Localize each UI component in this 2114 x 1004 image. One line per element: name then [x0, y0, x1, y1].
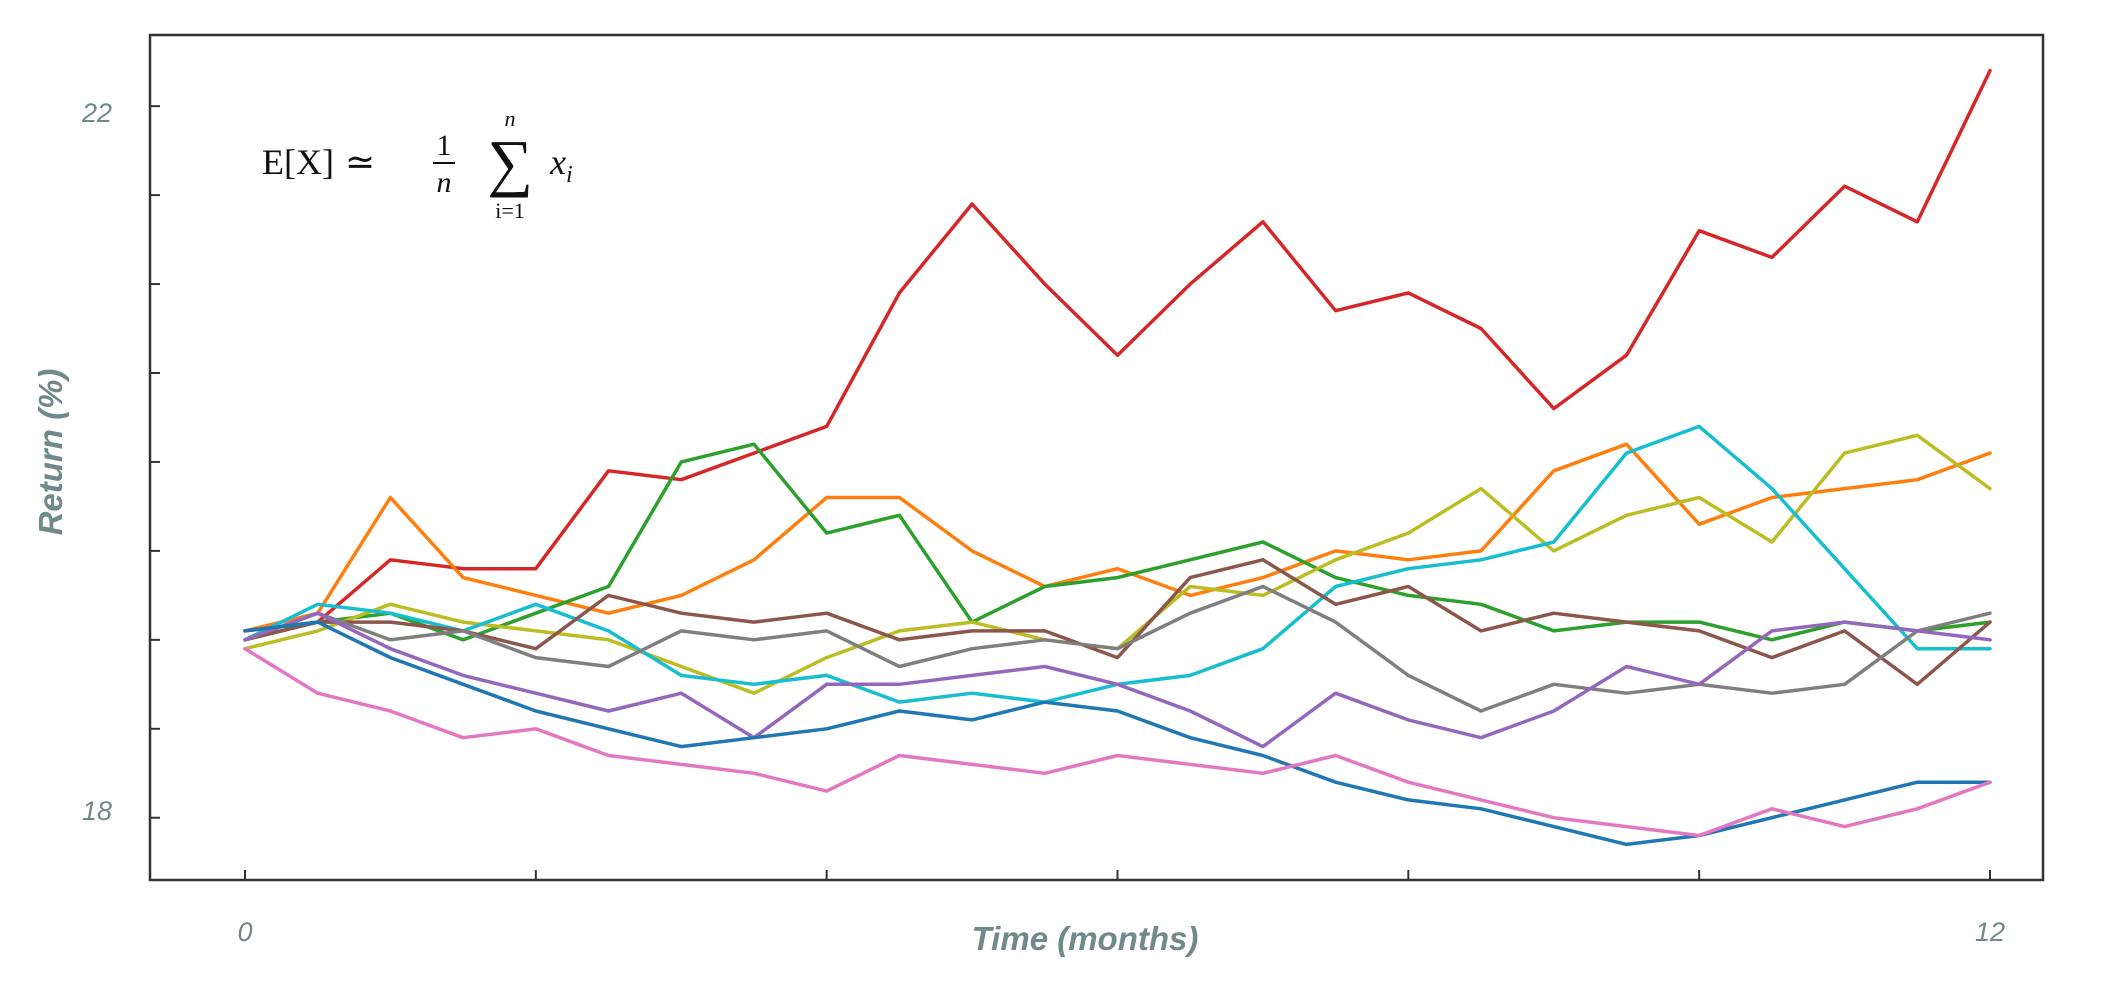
x-axis-title: Time (months)	[972, 920, 1199, 957]
formula-annotation: E[X] ≃ 1 n n ∑ i=1 xi	[262, 106, 573, 223]
y-tick-label-18: 18	[82, 796, 112, 826]
formula-frac-den: n	[437, 166, 452, 199]
series-line-pink	[243, 646, 1992, 838]
series-line-orange	[243, 442, 1992, 633]
x-tick-label-12: 12	[1975, 917, 2005, 947]
formula-sum-upper: n	[505, 106, 516, 131]
series-line-red	[243, 68, 1992, 633]
series-lines	[243, 68, 1992, 847]
axes	[150, 105, 1991, 880]
formula-sum-symbol: ∑	[487, 127, 533, 198]
x-tick-label-0: 0	[237, 917, 252, 947]
plot-area	[148, 33, 2045, 882]
formula-lhs: E[X]	[262, 142, 334, 182]
formula-term: xi	[549, 142, 573, 188]
formula-approx: ≃	[345, 142, 375, 182]
series-line-green	[243, 442, 1992, 642]
series-line-brown	[243, 558, 1992, 687]
formula-sum-lower: i=1	[495, 198, 525, 223]
formula-frac-num: 1	[437, 129, 452, 162]
y-axis-title: Return (%)	[32, 369, 69, 536]
series-line-purple	[243, 611, 1992, 749]
y-tick-label-22: 22	[81, 98, 112, 128]
